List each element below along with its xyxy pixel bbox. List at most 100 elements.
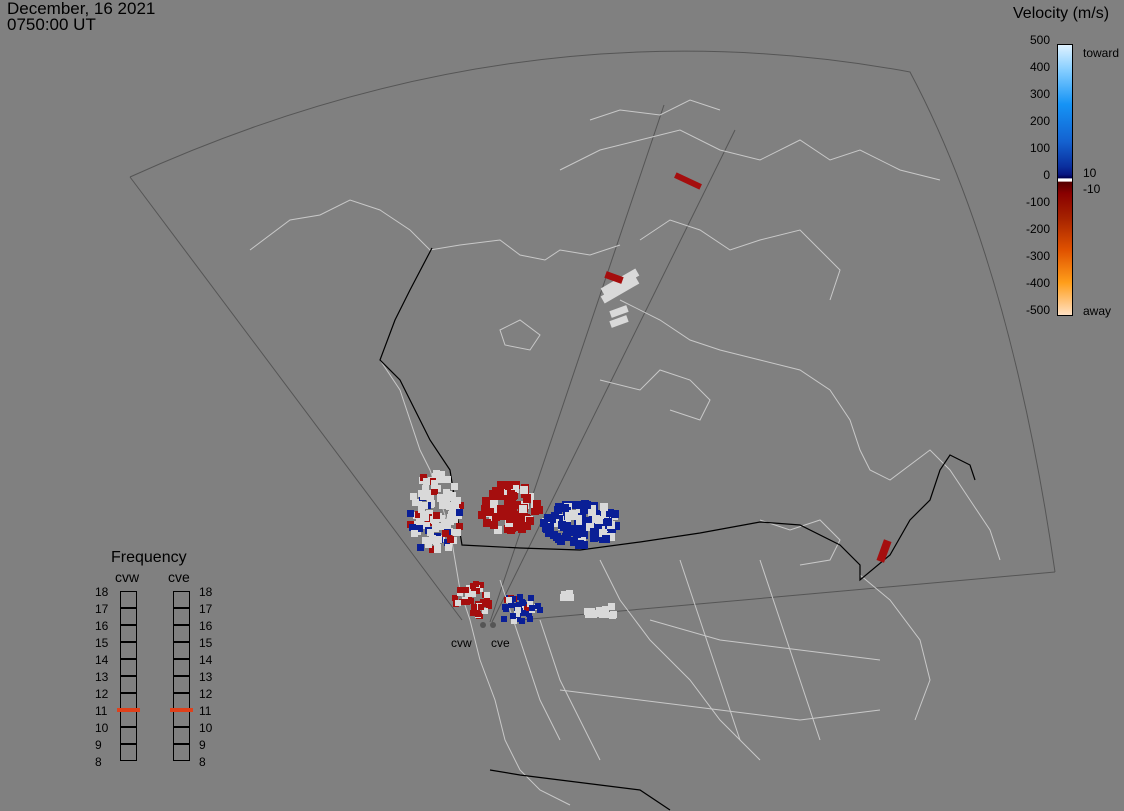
date-label: December, 16 2021 xyxy=(7,0,156,18)
echo-cell xyxy=(604,271,624,284)
echo-cell xyxy=(411,530,418,537)
echo-cell xyxy=(590,534,598,542)
echo-cell xyxy=(501,616,507,622)
echo-cell xyxy=(582,517,590,525)
echo-cell xyxy=(455,600,461,606)
echo-cell xyxy=(506,597,512,603)
echo-cell xyxy=(520,600,526,606)
echo-cell xyxy=(513,501,521,509)
echo-cell xyxy=(474,588,480,594)
echo-cell xyxy=(437,476,444,483)
frequency-bin xyxy=(173,727,190,744)
fov-cve-left-beam xyxy=(491,129,736,623)
echo-cell xyxy=(505,481,513,489)
frequency-bin xyxy=(120,625,137,642)
echo-cell xyxy=(478,511,486,519)
velocity-tick: -100 xyxy=(1025,195,1050,209)
echo-cell xyxy=(492,513,500,521)
echo-cell xyxy=(520,610,526,616)
echo-cell xyxy=(423,522,430,529)
echo-cell xyxy=(599,529,607,537)
echo-cell xyxy=(567,594,574,601)
fov-left-edge xyxy=(129,176,463,621)
echo-cell xyxy=(607,533,615,541)
echo-cell xyxy=(451,516,458,523)
frequency-radar-label-cve: cve xyxy=(168,569,190,585)
velocity-toward-label: toward xyxy=(1083,46,1120,60)
echo-cell xyxy=(609,315,629,328)
field-of-view-outline xyxy=(129,50,1056,623)
echo-cell xyxy=(590,528,598,536)
frequency-bin xyxy=(120,727,137,744)
frequency-tick-left: 13 xyxy=(95,670,109,684)
echo-cell xyxy=(484,592,490,598)
echo-cell xyxy=(422,514,429,521)
echo-cell xyxy=(560,594,567,601)
velocity-tick: 400 xyxy=(1029,60,1050,74)
echo-cell xyxy=(475,611,481,617)
echo-cell xyxy=(421,491,428,498)
frequency-tick-left: 12 xyxy=(95,687,109,701)
echo-cell xyxy=(456,509,463,516)
frequency-bin xyxy=(120,642,137,659)
echo-cell xyxy=(497,492,505,500)
echo-cell xyxy=(444,522,451,529)
echo-cell xyxy=(517,594,523,600)
frequency-marker-cve xyxy=(170,708,193,712)
echo-cell xyxy=(601,511,609,519)
echo-cell xyxy=(526,517,534,525)
echo-cell xyxy=(416,525,423,532)
echo-cell xyxy=(523,522,531,530)
echo-cell xyxy=(490,521,498,529)
frequency-tick-right: 18 xyxy=(199,585,213,599)
echo-cell xyxy=(489,490,497,498)
frequency-marker-cvw xyxy=(117,708,140,712)
echo-cell xyxy=(443,489,450,496)
velocity-away-label: away xyxy=(1083,304,1112,318)
velocity-tick: -300 xyxy=(1025,249,1050,263)
frequency-bin xyxy=(120,659,137,676)
site-cve-marker xyxy=(490,622,496,628)
echo-cell xyxy=(506,505,514,513)
frequency-tick-left: 17 xyxy=(95,602,109,616)
echo-cell xyxy=(578,528,586,536)
velocity-tick: 200 xyxy=(1029,114,1050,128)
echo-cell xyxy=(600,503,608,511)
frequency-tick-right: 13 xyxy=(199,670,213,684)
echo-cell xyxy=(438,471,445,478)
frequency-tick-left: 9 xyxy=(95,738,102,752)
echo-cell xyxy=(596,607,603,614)
velocity-plus10-label: 10 xyxy=(1083,166,1097,180)
frequency-tick-right: 8 xyxy=(199,755,206,769)
echo-cell xyxy=(562,533,570,541)
echo-cell xyxy=(422,537,429,544)
echo-cell xyxy=(445,544,452,551)
echo-cell xyxy=(527,601,533,607)
echo-cell xyxy=(429,546,436,553)
echo-cell xyxy=(418,506,425,513)
echo-cell xyxy=(463,587,469,593)
echo-cell xyxy=(439,502,446,509)
echo-cell xyxy=(478,582,484,588)
echo-cell xyxy=(566,590,573,597)
country-borders xyxy=(379,247,976,811)
echo-cell xyxy=(510,596,516,602)
echo-cell xyxy=(533,500,541,508)
echo-cell xyxy=(457,502,464,509)
echo-cell xyxy=(483,508,491,516)
echo-cell xyxy=(540,519,548,527)
frequency-bin xyxy=(173,710,190,727)
echo-cell xyxy=(425,541,432,548)
echo-cell xyxy=(516,523,524,531)
frequency-radar-label-cvw: cvw xyxy=(115,569,140,585)
echo-cell xyxy=(483,519,491,527)
echo-cell xyxy=(529,605,535,611)
echo-cell xyxy=(575,541,583,549)
echo-cell xyxy=(535,506,543,514)
echo-cell xyxy=(417,520,424,527)
echo-cell xyxy=(516,602,522,608)
echo-cell xyxy=(580,541,588,549)
frequency-tick-left: 8 xyxy=(95,755,102,769)
echo-cell xyxy=(596,510,604,518)
echo-cell xyxy=(478,604,484,610)
